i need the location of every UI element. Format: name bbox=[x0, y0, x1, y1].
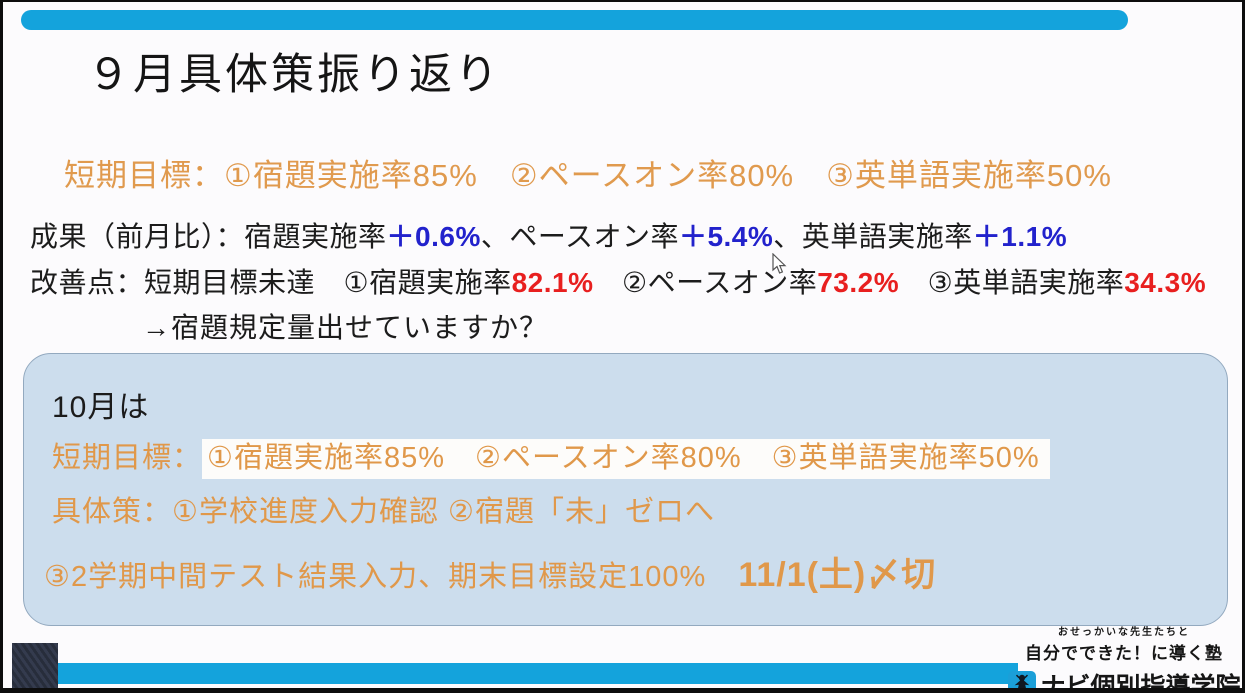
brand-tagline-small: おせっかいな先生たちと bbox=[1058, 627, 1190, 638]
improvement-value-1: 82.1% bbox=[511, 267, 594, 298]
results-prefix: 成果（前月比）：宿題実施率 bbox=[30, 221, 387, 252]
improvement-mid-2: ③英単語実施率 bbox=[899, 267, 1125, 298]
brand-name: ナビ個別指導学院 bbox=[1040, 673, 1241, 693]
deadline-text: 11/1(土)〆切 bbox=[738, 556, 937, 594]
improvement-mid-1: ②ペースオン率 bbox=[593, 267, 818, 298]
results-value-2: ＋5.4% bbox=[678, 221, 774, 252]
results-mid-2: 、英単語実施率 bbox=[773, 221, 973, 252]
october-goal-line: 短期目標： ①宿題実施率85% ②ペースオン率80% ③英単語実施率50% bbox=[52, 434, 1050, 479]
october-box-heading: 10月は bbox=[52, 391, 150, 424]
october-plan-box: 10月は 短期目標： ①宿題実施率85% ②ペースオン率80% ③英単語実施率50… bbox=[23, 353, 1228, 626]
results-value-3: ＋1.1% bbox=[972, 221, 1068, 252]
october-actions-line-1: 具体策：①学校進度入力確認 ②宿題「未」ゼロへ bbox=[52, 496, 716, 528]
question-line: →宿題規定量出せていますか？ bbox=[142, 312, 549, 343]
results-line: 成果（前月比）：宿題実施率＋0.6%、ペースオン率＋5.4%、英単語実施率＋1.… bbox=[30, 215, 1067, 255]
results-mid-1: 、ペースオン率 bbox=[480, 221, 679, 252]
footer-accent-bar bbox=[58, 663, 1018, 684]
improvement-prefix: 改善点：短期目標未達 ①宿題実施率 bbox=[30, 267, 512, 298]
results-value-1: ＋0.6% bbox=[386, 221, 481, 252]
october-actions-line-2-text: ③2学期中間テスト結果入力、期末目標設定100% bbox=[44, 561, 707, 593]
brand-tagline-main: 自分でできた！に導く塾 bbox=[1025, 644, 1223, 663]
improvement-value-3: 34.3% bbox=[1124, 267, 1207, 298]
october-actions-line-2: ③2学期中間テスト結果入力、期末目標設定100% 11/1(土)〆切 bbox=[44, 547, 936, 596]
october-goal-label: 短期目標： bbox=[52, 442, 203, 474]
navi-logo-icon: N A V I bbox=[1007, 671, 1036, 688]
improvement-line: 改善点：短期目標未達 ①宿題実施率82.1% ②ペースオン率73.2% ③英単語… bbox=[30, 261, 1206, 301]
slide-title: ９月具体策振り返り bbox=[87, 51, 501, 99]
brand-logo-block: おせっかいな先生たちと 自分でできた！に導く塾 N A V I ナビ個別指導学院 bbox=[1007, 623, 1241, 693]
october-goal-highlight: ①宿題実施率85% ②ペースオン率80% ③英単語実施率50% bbox=[202, 439, 1050, 479]
footer-decor-square bbox=[12, 643, 58, 688]
top-accent-bar bbox=[21, 10, 1128, 30]
mouse-cursor-icon bbox=[772, 253, 787, 274]
short-term-goal-line: 短期目標：①宿題実施率85% ②ペースオン率80% ③英単語実施率50% bbox=[64, 158, 1112, 193]
improvement-value-2: 73.2% bbox=[817, 267, 900, 298]
